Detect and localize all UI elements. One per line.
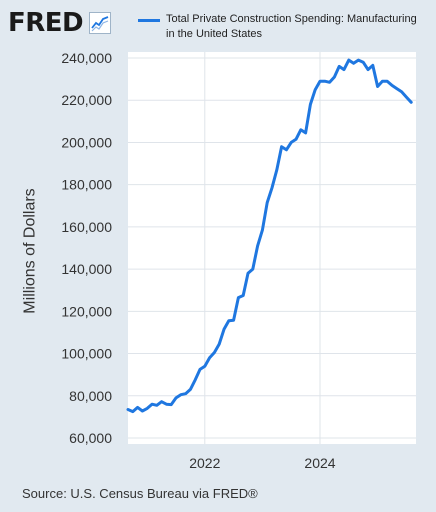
- chart-legend: Total Private Construction Spending: Man…: [138, 12, 428, 42]
- y-tick-label: 220,000: [61, 92, 112, 108]
- legend-swatch: [138, 19, 160, 22]
- x-tick-label: 2024: [304, 455, 335, 471]
- y-axis: 60,000 80,000 100,000 120,000 140,000 160,000…: [61, 50, 112, 446]
- legend-series-label: Total Private Construction Spending: Man…: [166, 13, 417, 40]
- y-tick-label: 240,000: [61, 50, 112, 66]
- series-lines: [126, 58, 413, 414]
- y-tick-label: 200,000: [61, 134, 112, 150]
- y-tick-label: 120,000: [61, 303, 112, 319]
- y-tick-label: 80,000: [69, 388, 112, 404]
- grid-lines: [128, 52, 416, 444]
- source-note: Source: U.S. Census Bureau via FRED®: [22, 486, 258, 501]
- fred-logo[interactable]: FRED: [8, 8, 112, 38]
- y-tick-label: 60,000: [69, 430, 112, 446]
- x-axis: 2022 2024: [189, 455, 336, 471]
- y-tick-label: 180,000: [61, 177, 112, 193]
- x-tick-label: 2022: [189, 455, 220, 471]
- series-line: [126, 58, 413, 414]
- plot-area: [128, 52, 416, 444]
- trend-line-icon: [89, 12, 112, 34]
- logo-text: FRED: [8, 8, 84, 38]
- y-tick-label: 100,000: [61, 346, 112, 362]
- y-tick-label: 140,000: [61, 261, 112, 277]
- y-tick-label: 160,000: [61, 219, 112, 235]
